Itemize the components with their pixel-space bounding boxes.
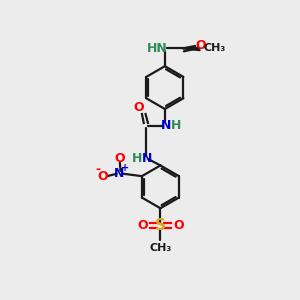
Text: H: H <box>132 152 143 164</box>
Text: O: O <box>115 152 125 165</box>
Text: N: N <box>114 167 124 180</box>
Text: CH₃: CH₃ <box>203 44 226 53</box>
Text: S: S <box>155 218 166 233</box>
Text: N: N <box>160 119 171 132</box>
Text: H: H <box>171 119 181 132</box>
Text: +: + <box>121 164 129 173</box>
Text: O: O <box>195 40 206 52</box>
Text: CH₃: CH₃ <box>149 243 172 253</box>
Text: O: O <box>134 101 144 114</box>
Text: N: N <box>142 152 152 164</box>
Text: O: O <box>137 219 148 232</box>
Text: O: O <box>97 170 108 183</box>
Text: HN: HN <box>146 42 167 55</box>
Text: -: - <box>95 163 100 176</box>
Text: O: O <box>173 219 184 232</box>
